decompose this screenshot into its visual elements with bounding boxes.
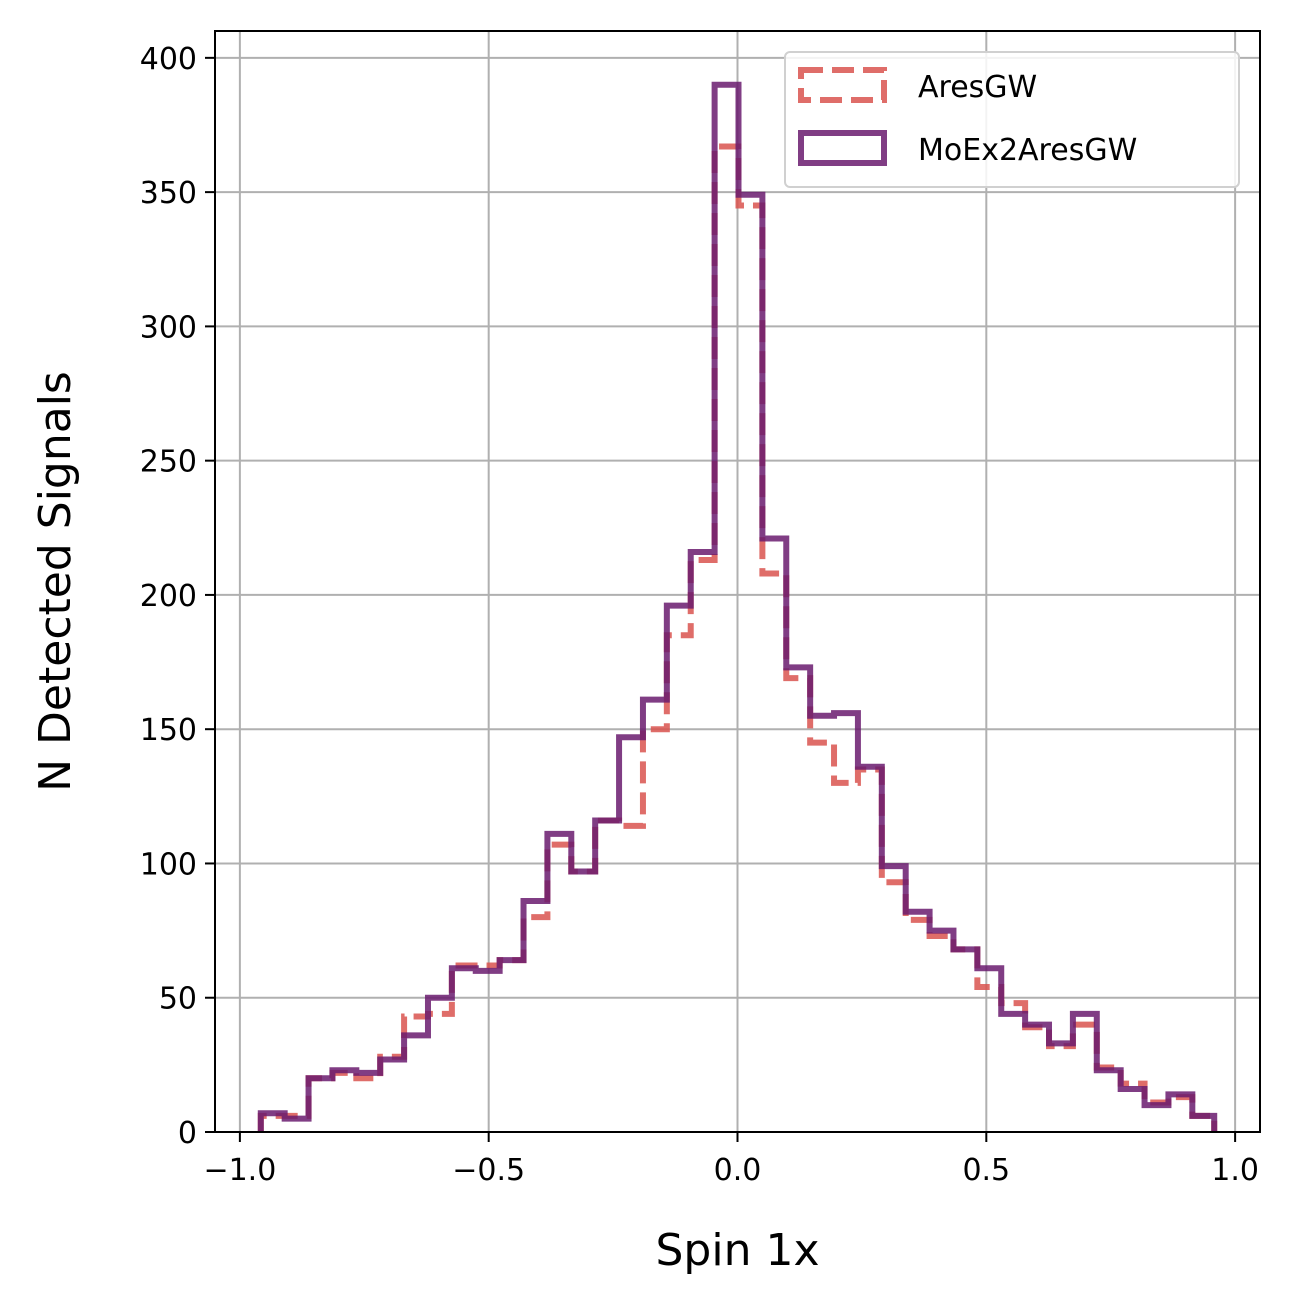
y-tick-label: 50: [159, 982, 197, 1017]
legend-swatch-aresgw: [798, 67, 887, 103]
y-tick-label: 200: [140, 579, 197, 614]
x-tick-label: −0.5: [452, 1153, 525, 1188]
x-tick-label: −1.0: [203, 1153, 276, 1188]
axis-ticks: −1.0 −0.5 0.0 0.5 1.0 0 50 100 150 200 250 300 350 40…: [140, 42, 1259, 1188]
legend: AresGW MoEx2AresGW: [784, 51, 1240, 188]
x-tick-label: 1.0: [1211, 1153, 1259, 1188]
histogram-series: [257, 81, 1218, 1132]
y-tick-label: 400: [140, 42, 197, 77]
legend-box: [784, 51, 1240, 188]
y-tick-label: 0: [178, 1116, 197, 1151]
y-tick-label: 100: [140, 847, 197, 882]
series-moex2aresgw-step: [257, 81, 1218, 1132]
y-tick-label: 150: [140, 713, 197, 748]
y-axis-title: N Detected Signals: [30, 371, 81, 792]
y-tick-label: 350: [140, 176, 197, 211]
legend-label-moex2aresgw: MoEx2AresGW: [918, 133, 1137, 168]
x-tick-label: 0.5: [962, 1153, 1010, 1188]
legend-label-aresgw: AresGW: [918, 70, 1037, 105]
legend-swatch-moex2aresgw: [798, 130, 887, 166]
x-axis-title: Spin 1x: [656, 1225, 820, 1276]
y-tick-label: 300: [140, 310, 197, 345]
x-tick-label: 0.0: [714, 1153, 762, 1188]
y-tick-label: 250: [140, 445, 197, 480]
